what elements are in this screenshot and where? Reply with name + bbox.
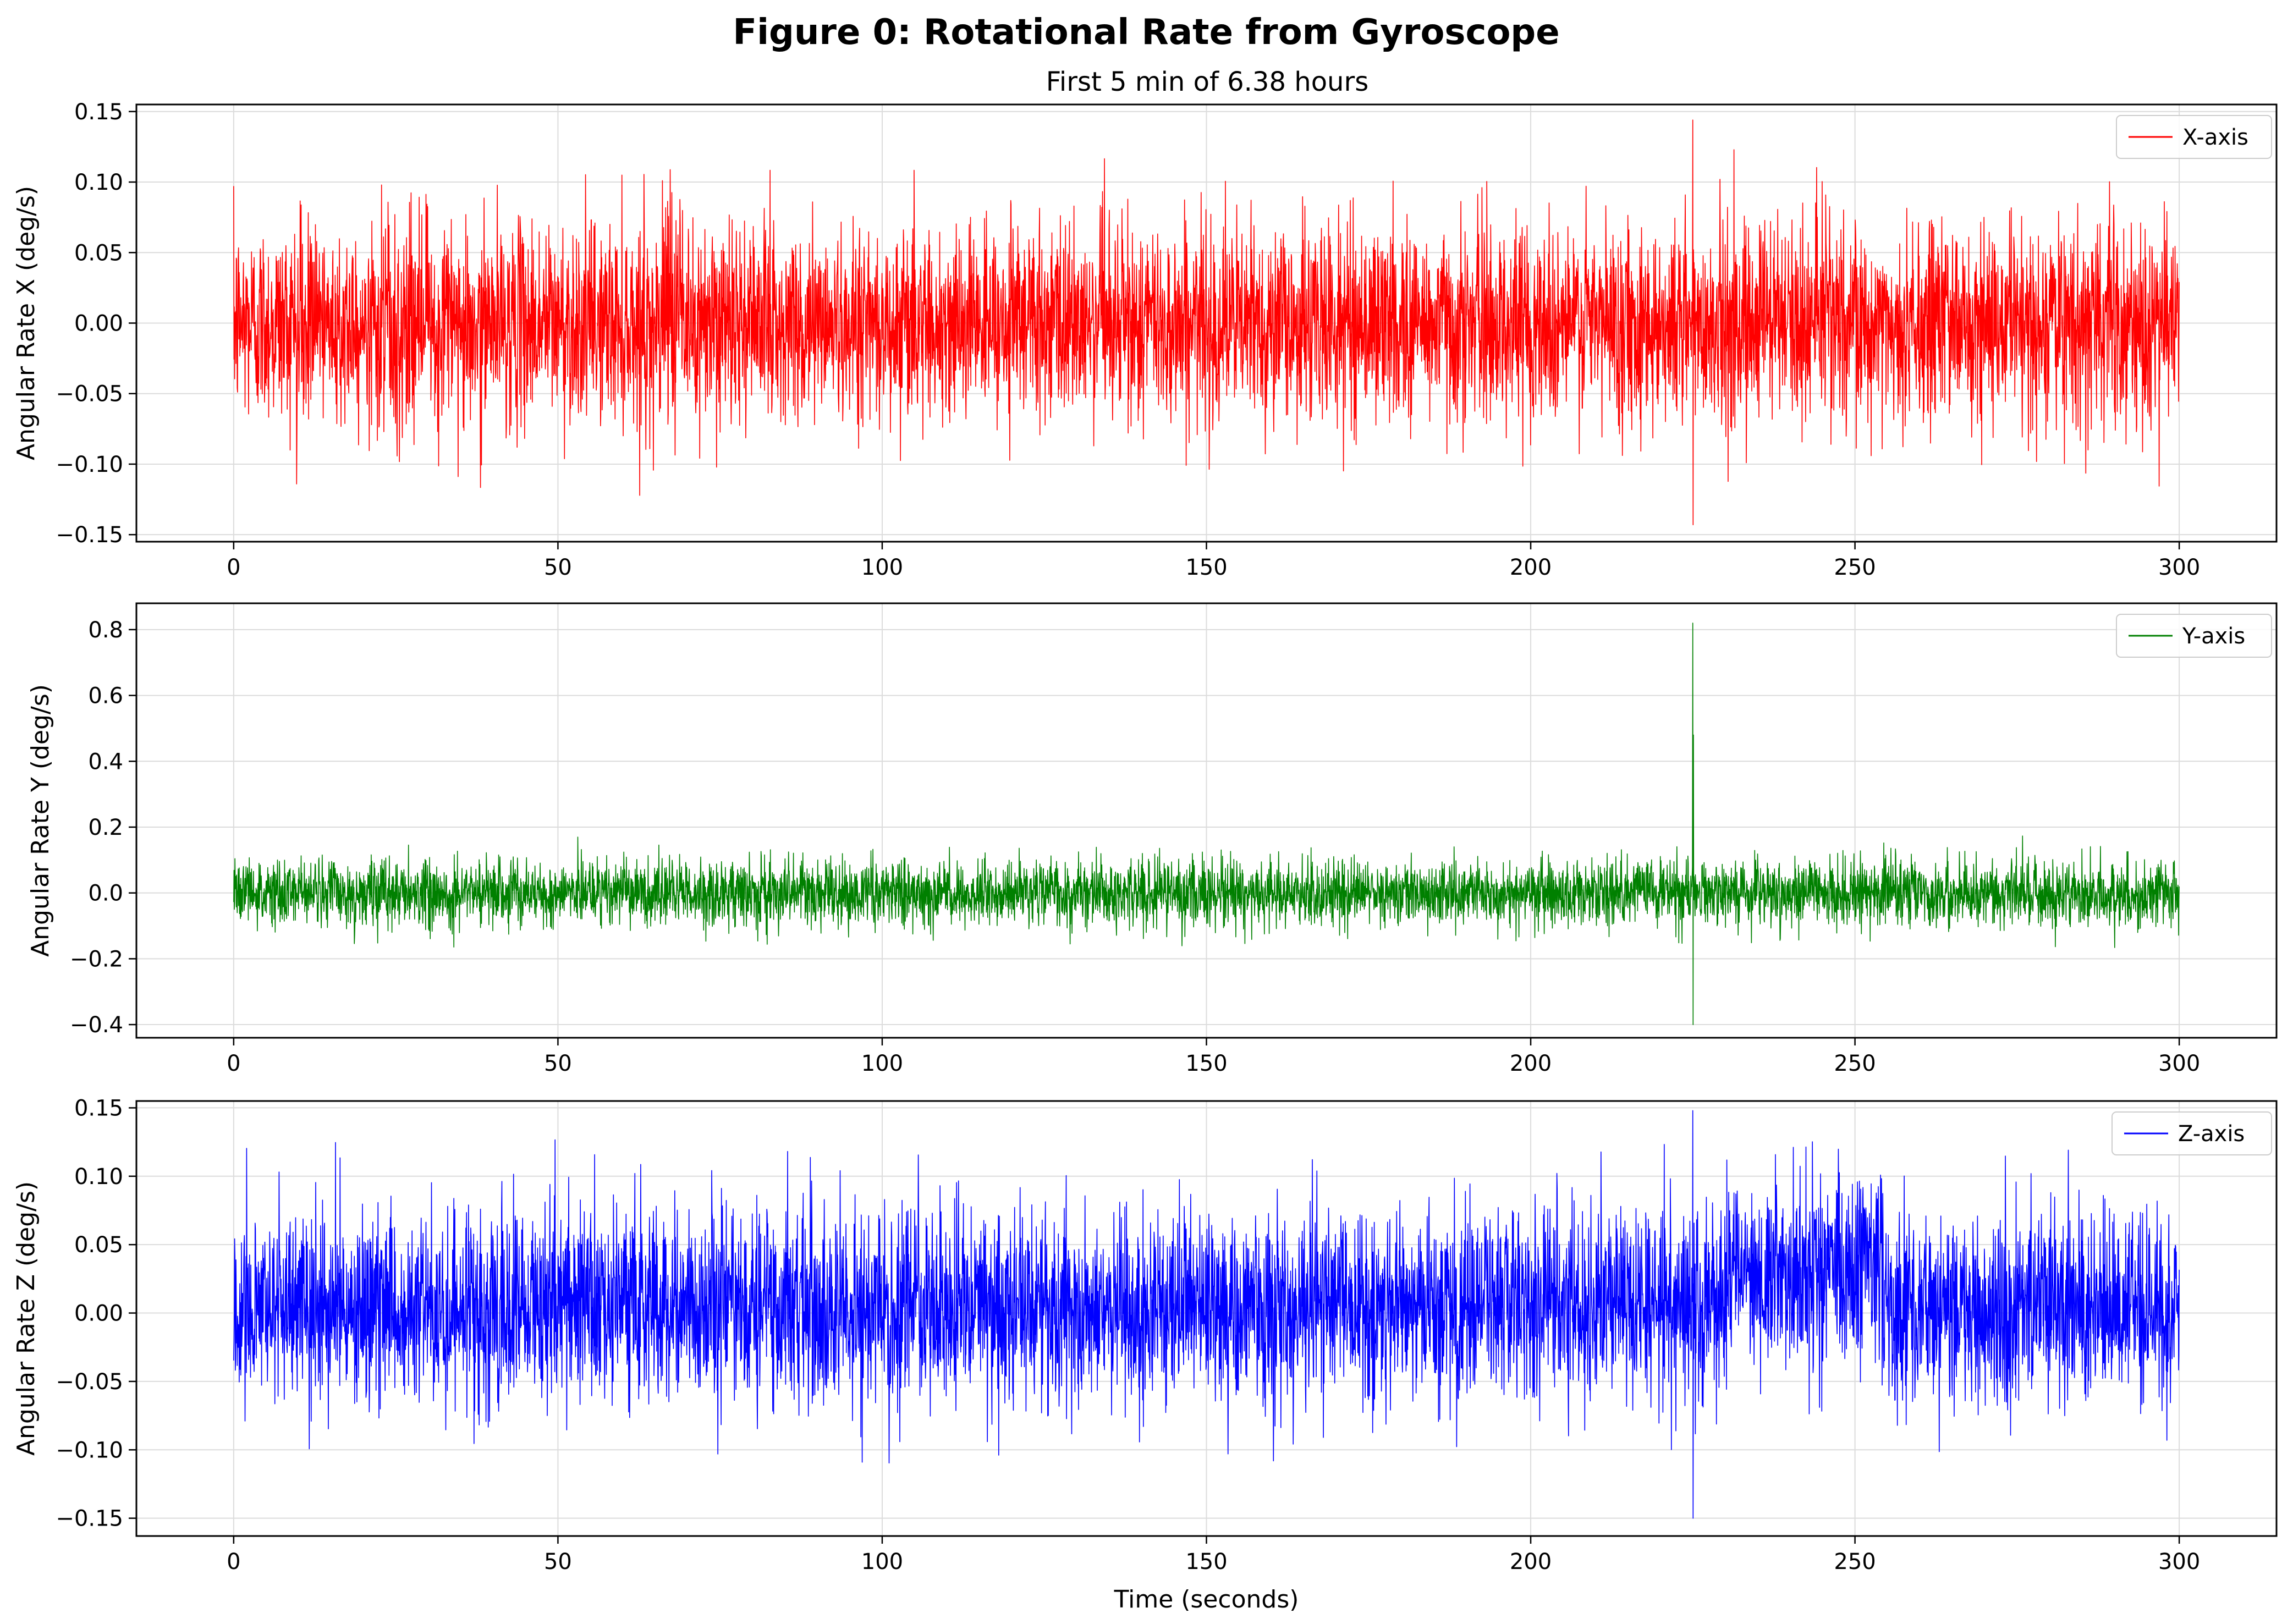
x-tick-label: 50 (544, 1549, 572, 1575)
x-tick-label: 250 (1834, 1051, 1876, 1076)
x-tick-label: 200 (1510, 1051, 1552, 1076)
subplot-3: 0 50 100 150 200 250 300 −0.15 −0.10 −0.05 0.00 0.0… (12, 1095, 2278, 1614)
y-tick-label: −0.4 (70, 1012, 123, 1038)
series-line-x-axis (233, 119, 2180, 525)
y-axis-label: Angular Rate X (deg/s) (12, 186, 40, 460)
x-tick-label: 300 (2158, 555, 2200, 580)
x-axis-label: Time (seconds) (1114, 1586, 1299, 1614)
legend-box (2116, 614, 2272, 658)
x-tick-label: 0 (227, 1051, 240, 1076)
y-tick-label: −0.15 (56, 1506, 123, 1532)
subplot-1: 0 50 100 150 200 250 300 −0.15 −0.10 −0.05 0.00 0.0… (12, 100, 2278, 580)
x-tick-label: 100 (861, 1549, 903, 1575)
legend-label: Y-axis (2182, 624, 2245, 649)
y-tick-label: 0.05 (74, 1232, 123, 1258)
y-tick-label: 0.10 (74, 1164, 123, 1190)
y-tick-label: −0.10 (56, 452, 123, 477)
x-tick-label: 300 (2158, 1549, 2200, 1575)
y-tick-label: 0.0 (88, 881, 123, 906)
y-tick-label: 0.8 (88, 618, 123, 643)
y-tick-label: −0.10 (56, 1438, 123, 1463)
x-tick-label: 0 (227, 555, 240, 580)
y-tick-label: 0.2 (88, 815, 123, 840)
x-tick-label: 150 (1185, 1051, 1227, 1076)
y-tick-label: 0.10 (74, 170, 123, 195)
legend-box (2111, 1111, 2272, 1155)
subplots: 0 50 100 150 200 250 300−0.15−0.10−0.050.000.0… (12, 100, 2278, 1614)
y-tick-label: 0.05 (74, 240, 123, 266)
legend-label: X-axis (2182, 125, 2248, 150)
x-tick-label: 50 (544, 1051, 572, 1076)
x-tick-label: 50 (544, 555, 572, 580)
legend: Z-axis (2111, 1111, 2272, 1155)
legend: Y-axis (2116, 614, 2272, 658)
legend-label: Z-axis (2178, 1121, 2245, 1147)
y-tick-label: −0.05 (56, 382, 123, 407)
x-tick-label: 300 (2158, 1051, 2200, 1076)
y-tick-label: 0.00 (74, 311, 123, 337)
legend: X-axis (2116, 115, 2272, 159)
x-tick-label: 150 (1185, 1549, 1227, 1575)
x-tick-label: 250 (1834, 1549, 1876, 1575)
y-tick-label: 0.15 (74, 1095, 123, 1121)
x-tick-label: 250 (1834, 555, 1876, 580)
series-line-y-axis (233, 623, 2180, 1025)
x-tick-label: 0 (227, 1549, 240, 1575)
y-tick-label: −0.05 (56, 1369, 123, 1395)
legend-box (2116, 115, 2272, 159)
y-axis-label: Angular Rate Y (deg/s) (26, 684, 54, 957)
figure-subtitle: First 5 min of 6.38 hours (1046, 67, 1368, 97)
series-line-z-axis (233, 1110, 2180, 1519)
x-tick-label: 100 (861, 555, 903, 580)
x-tick-label: 150 (1185, 555, 1227, 580)
y-tick-label: 0.00 (74, 1301, 123, 1326)
y-tick-label: 0.4 (88, 749, 123, 774)
figure-title: Figure 0: Rotational Rate from Gyroscope (733, 12, 1559, 53)
x-tick-label: 200 (1510, 1549, 1552, 1575)
subplot-2: 0 50 100 150 200 250 300 −0.4 −0.2 0.0 0.2 0.4 0.6 0.… (26, 602, 2278, 1076)
y-tick-label: −0.2 (70, 946, 123, 972)
x-tick-label: 100 (861, 1051, 903, 1076)
x-tick-label: 200 (1510, 555, 1552, 580)
y-axis-label: Angular Rate Z (deg/s) (12, 1181, 40, 1456)
y-tick-label: −0.15 (56, 522, 123, 548)
grid (136, 603, 2276, 1038)
y-tick-label: 0.6 (88, 684, 123, 709)
y-tick-label: 0.15 (74, 100, 123, 125)
